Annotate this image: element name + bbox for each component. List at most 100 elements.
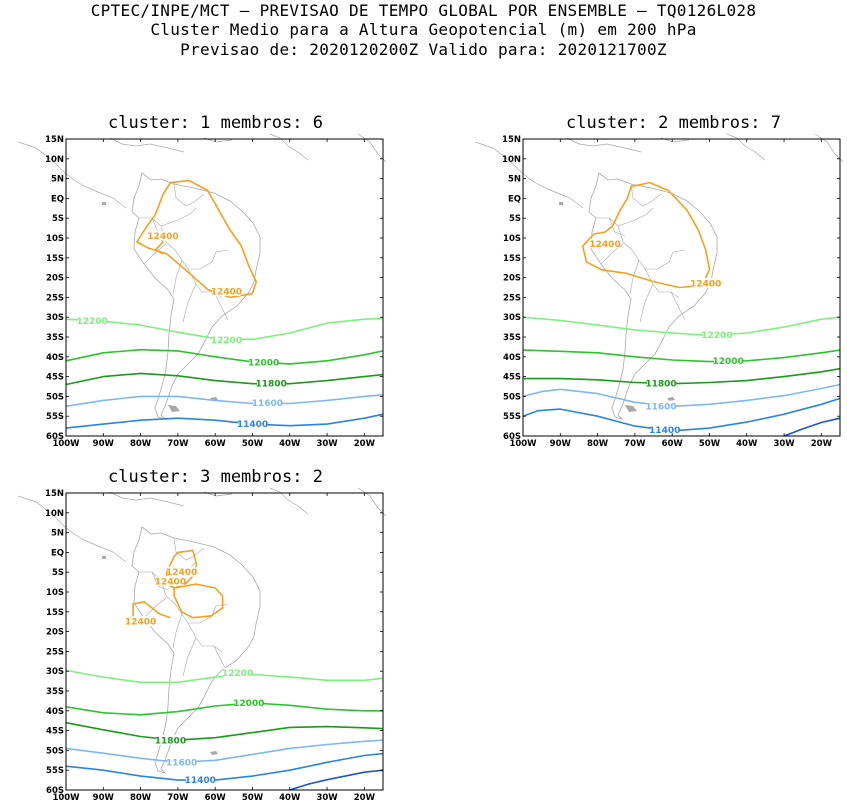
north-america-coast xyxy=(18,487,387,563)
contour-label: 12400 xyxy=(589,240,620,250)
contour-label: 11600 xyxy=(645,402,676,412)
contour-label: 12000 xyxy=(712,357,743,367)
contour-label: 11600 xyxy=(166,758,197,768)
contour-11600-line xyxy=(65,394,384,408)
lon-label: 80W xyxy=(130,439,152,449)
header-subtitle: Cluster Medio para a Altura Geopotencial… xyxy=(150,20,697,39)
country-borders xyxy=(139,183,229,323)
lon-label: 50W xyxy=(699,439,721,449)
contour-11800-line xyxy=(65,372,384,386)
lon-label: 50W xyxy=(242,439,264,449)
south-america-coast xyxy=(588,172,718,420)
lat-label: 45S xyxy=(46,727,64,737)
contour-11200-line xyxy=(783,417,841,437)
contour-label: 11800 xyxy=(645,379,676,389)
south-america-coast xyxy=(131,172,261,420)
cluster-2-map: 12400 12400 12200 12000 11800 11600 11400 15N 1… xyxy=(475,133,844,449)
lat-label: 10S xyxy=(46,234,64,244)
lon-label: 80W xyxy=(130,793,152,803)
lat-label: 55S xyxy=(46,412,64,422)
land-layer xyxy=(475,133,844,420)
lat-label: 20S xyxy=(46,274,64,284)
lat-label: 40S xyxy=(503,353,521,363)
contour-label-bg xyxy=(126,616,155,627)
islands xyxy=(102,556,218,766)
lat-label: 5N xyxy=(51,175,64,185)
land-layer xyxy=(18,487,387,774)
lat-label: 15S xyxy=(46,608,64,618)
contour-label-bg xyxy=(253,397,282,408)
lat-label: 10N xyxy=(45,155,64,165)
lat-label: 50S xyxy=(46,392,64,402)
contour-label-bg xyxy=(238,418,267,429)
lat-label: 20S xyxy=(503,274,521,284)
lat-label: 30S xyxy=(46,667,64,677)
lat-label: 10N xyxy=(45,509,64,519)
land-layer xyxy=(18,133,387,420)
contour-label-bg xyxy=(646,400,675,411)
contour-label-bg xyxy=(646,377,675,388)
lat-label: 30S xyxy=(503,313,521,323)
contour-label: 12200 xyxy=(701,331,732,341)
contour-11800-line xyxy=(523,367,841,385)
contour-label: 12200 xyxy=(76,317,107,327)
contour-11600-line xyxy=(522,383,841,408)
lat-label: 40S xyxy=(46,707,64,717)
lon-label: 70W xyxy=(167,793,189,803)
contour-label: 12400 xyxy=(125,618,156,628)
lat-label: 50S xyxy=(503,392,521,402)
contour-12400-line xyxy=(581,181,711,289)
contour-12400-line xyxy=(132,601,171,625)
contour-label-bg xyxy=(78,315,107,326)
lon-label: 60W xyxy=(205,793,227,803)
lat-label: 10S xyxy=(503,234,521,244)
north-america-coast xyxy=(475,133,844,209)
panel-2-title: cluster: 2 membros: 7 xyxy=(566,113,781,133)
contour-label-bg xyxy=(156,735,185,745)
contour-11400-line xyxy=(65,413,384,429)
lon-label: 20W xyxy=(354,793,376,803)
lat-label: 60S xyxy=(46,432,64,442)
lon-label: 100W xyxy=(52,793,80,803)
lat-label: 35S xyxy=(46,687,64,697)
contour-12000-line xyxy=(65,702,383,716)
lon-label: 90W xyxy=(93,439,115,449)
contour-label: 12400 xyxy=(147,232,178,242)
header-dates: Previsao de: 2020120200Z Valido para: 20… xyxy=(180,40,667,59)
map-frame xyxy=(65,492,384,791)
lat-label: 60S xyxy=(503,432,521,442)
lon-label: 60W xyxy=(662,439,684,449)
map-frame xyxy=(522,138,841,437)
lat-label: 15N xyxy=(45,489,64,499)
contour-label-bg xyxy=(234,697,263,708)
contour-label-bg xyxy=(156,575,185,586)
lat-label: 5N xyxy=(508,175,521,185)
lon-label: 30W xyxy=(773,439,795,449)
contour-11800-line xyxy=(65,721,384,741)
lon-label: 20W xyxy=(811,439,833,449)
contour-label: 12400 xyxy=(211,287,242,297)
lon-label: 30W xyxy=(316,793,338,803)
lon-label: 80W xyxy=(587,439,609,449)
panel-3-title: cluster: 3 membros: 2 xyxy=(108,467,323,487)
lat-label: 60S xyxy=(46,786,64,796)
header-title: CPTEC/INPE/MCT – PREVISAO DE TEMPO GLOBA… xyxy=(90,1,757,20)
contour-label: 12400 xyxy=(155,577,186,587)
lon-label: 30W xyxy=(316,439,338,449)
contour-label: 11800 xyxy=(255,379,286,389)
lon-label: 40W xyxy=(279,439,301,449)
contour-12200-line xyxy=(522,316,841,337)
lon-label: 90W xyxy=(93,793,115,803)
lat-label: 55S xyxy=(503,412,521,422)
lat-label: 5N xyxy=(51,529,64,539)
contour-label: 12400 xyxy=(690,280,721,290)
lat-label: 10S xyxy=(46,588,64,598)
lat-label: 20S xyxy=(46,628,64,638)
lat-label: 45S xyxy=(503,373,521,383)
lat-label: 25S xyxy=(503,293,521,303)
contour-label: 12200 xyxy=(211,336,242,346)
contour-label: 12200 xyxy=(222,669,253,679)
contour-label-bg xyxy=(702,329,731,340)
lon-label: 50W xyxy=(242,793,264,803)
country-borders xyxy=(139,537,229,677)
